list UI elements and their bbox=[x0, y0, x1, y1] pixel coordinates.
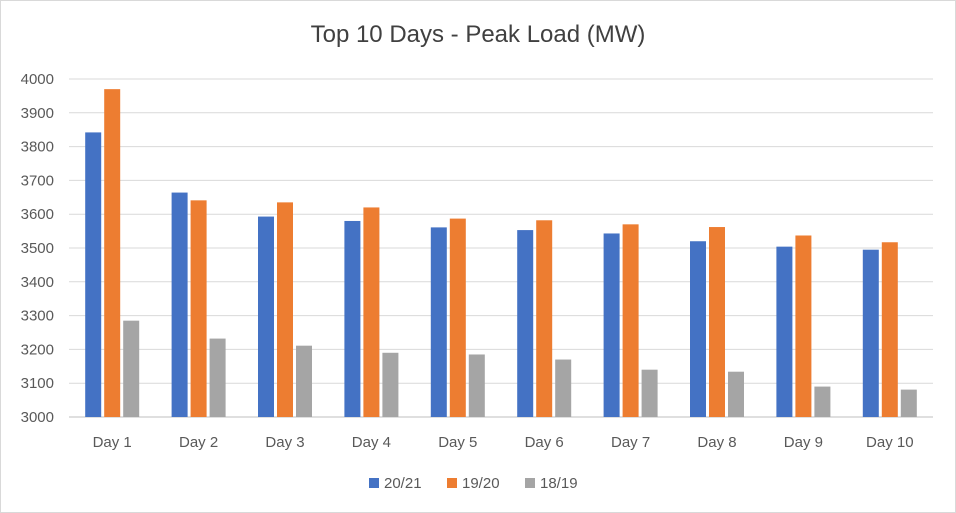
x-tick-label: Day 7 bbox=[611, 434, 650, 451]
bar-19-20-day-3 bbox=[277, 202, 293, 417]
bar-19-20-day-6 bbox=[536, 220, 553, 417]
bar-18-19-day-9 bbox=[814, 386, 831, 417]
legend-swatch bbox=[447, 478, 457, 488]
bar-20-21-day-10 bbox=[862, 249, 879, 417]
chart-title: Top 10 Days - Peak Load (MW) bbox=[310, 21, 646, 48]
bar-19-20-day-7 bbox=[622, 224, 639, 417]
bar-19-20-day-8 bbox=[709, 227, 725, 417]
bar-19-20-day-2 bbox=[190, 200, 207, 417]
bar-18-19-day-2 bbox=[209, 338, 226, 417]
bar-18-19-day-8 bbox=[728, 371, 744, 417]
bar-18-19-day-6 bbox=[555, 359, 572, 417]
x-tick-label: Day 6 bbox=[525, 434, 564, 451]
y-tick-label: 3700 bbox=[21, 172, 54, 189]
x-tick-label: Day 3 bbox=[265, 434, 304, 451]
bar-18-19-day-7 bbox=[641, 369, 658, 417]
bar-19-20-day-4 bbox=[363, 207, 380, 417]
y-tick-label: 3000 bbox=[21, 409, 54, 426]
legend-label: 20/21 bbox=[384, 475, 422, 492]
bar-18-19-day-4 bbox=[382, 352, 399, 417]
bar-19-20-day-5 bbox=[449, 218, 466, 417]
x-tick-label: Day 5 bbox=[438, 434, 477, 451]
bar-20-21-day-1 bbox=[85, 132, 102, 418]
y-tick-label: 3400 bbox=[21, 274, 54, 291]
y-tick-label: 3500 bbox=[21, 240, 54, 257]
bar-20-21-day-6 bbox=[517, 230, 534, 417]
y-tick-label: 3200 bbox=[21, 341, 54, 358]
x-tick-label: Day 4 bbox=[352, 434, 391, 451]
legend-swatch bbox=[369, 478, 379, 488]
bar-20-21-day-3 bbox=[258, 216, 274, 417]
bar-19-20-day-9 bbox=[795, 235, 812, 417]
x-tick-label: Day 9 bbox=[784, 434, 823, 451]
bar-19-20-day-1 bbox=[104, 89, 121, 417]
bar-20-21-day-2 bbox=[171, 192, 188, 417]
bar-20-21-day-5 bbox=[430, 227, 447, 417]
bar-20-21-day-9 bbox=[776, 246, 793, 417]
y-tick-label: 4000 bbox=[21, 71, 54, 88]
x-tick-label: Day 1 bbox=[93, 434, 132, 451]
bar-18-19-day-5 bbox=[468, 354, 485, 417]
x-tick-label: Day 10 bbox=[866, 434, 914, 451]
y-tick-label: 3300 bbox=[21, 308, 54, 325]
y-tick-label: 3100 bbox=[21, 375, 54, 392]
bar-20-21-day-7 bbox=[603, 233, 620, 417]
y-tick-label: 3900 bbox=[21, 105, 54, 122]
legend-label: 18/19 bbox=[540, 475, 578, 492]
legend-swatch bbox=[525, 478, 535, 488]
bar-18-19-day-1 bbox=[123, 320, 140, 417]
y-tick-label: 3600 bbox=[21, 206, 54, 223]
bar-20-21-day-4 bbox=[344, 220, 361, 417]
x-tick-label: Day 2 bbox=[179, 434, 218, 451]
x-tick-label: Day 8 bbox=[697, 434, 736, 451]
bar-20-21-day-8 bbox=[690, 241, 706, 417]
bar-19-20-day-10 bbox=[881, 242, 898, 417]
bar-18-19-day-10 bbox=[900, 389, 917, 417]
legend-label: 19/20 bbox=[462, 475, 500, 492]
y-tick-label: 3800 bbox=[21, 139, 54, 156]
bar-18-19-day-3 bbox=[296, 345, 312, 417]
